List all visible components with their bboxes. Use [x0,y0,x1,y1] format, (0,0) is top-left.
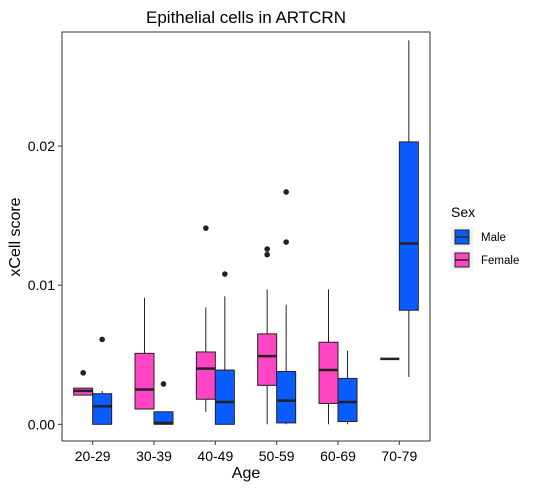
y-tick-label: 0.02 [28,138,55,154]
outlier-point [203,225,209,231]
box-body [92,393,113,425]
outlier-point [283,239,289,245]
y-tick-label: 0.01 [28,277,55,293]
box-female-40-49 [195,225,216,412]
box-body [214,369,235,425]
x-tick-label: 70-79 [381,448,417,464]
box-body [318,341,339,404]
box-male-70-79 [398,40,419,378]
outlier-point [222,271,228,277]
outlier-point [99,336,105,343]
outlier-point [264,251,270,258]
box-body [398,141,419,311]
box-body [276,370,297,424]
box-body [337,377,358,423]
box-male-20-29 [92,336,113,425]
box-male-30-39 [153,381,174,425]
box-male-60-69 [337,350,358,425]
y-tick-label: 0.00 [28,416,55,432]
box-male-40-49 [214,271,235,425]
chart-title: Epithelial cells in ARTCRN [146,8,346,27]
boxplot-marks [73,40,419,425]
y-axis: 0.00 0.01 0.02 [28,138,62,432]
x-tick-label: 60-69 [320,448,356,464]
outlier-point [80,370,86,376]
x-tick-label: 30-39 [136,448,172,464]
x-axis-title: Age [232,465,261,482]
x-tick-label: 40-49 [197,448,233,464]
legend-label-male: Male [481,232,506,244]
box-male-50-59 [276,189,297,425]
legend-label-female: Female [481,255,519,267]
box-female-30-39 [134,297,155,410]
outlier-point [283,189,289,195]
legend: Sex Male Female [451,204,519,270]
plot-panel [61,31,431,442]
box-body [134,352,155,410]
x-axis: 20-29 30-39 40-49 50-59 60-69 70-79 [75,441,417,464]
box-body [195,351,216,400]
outlier-point [160,381,167,387]
x-tick-label: 50-59 [259,448,295,464]
box-female-50-59 [257,246,278,425]
box-female-60-69 [318,289,339,425]
y-axis-title: xCell score [7,197,24,276]
box-body [257,333,278,386]
box-body [153,411,174,425]
outlier-point [264,246,270,252]
legend-title: Sex [451,204,475,220]
x-tick-label: 20-29 [75,448,111,464]
box-female-20-29 [73,370,94,396]
